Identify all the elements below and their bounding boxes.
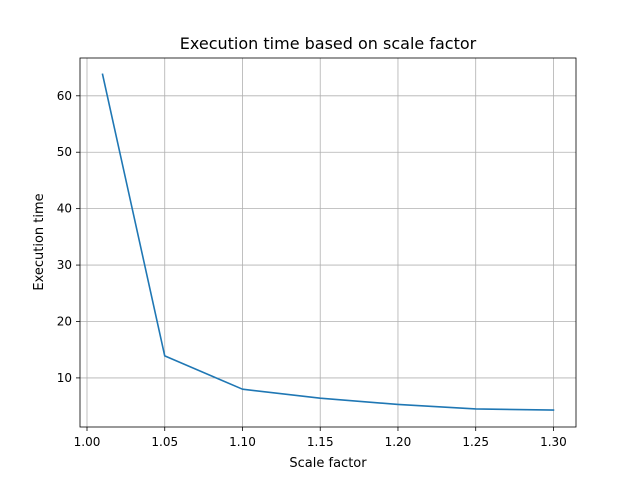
y-tick-label: 60 — [57, 89, 72, 103]
x-tick-label: 1.30 — [540, 435, 567, 449]
grid — [80, 58, 576, 427]
y-tick-label: 10 — [57, 371, 72, 385]
x-tick-label: 1.20 — [385, 435, 412, 449]
series-line — [101, 73, 555, 411]
plot-area — [101, 73, 555, 411]
x-tick-label: 1.25 — [462, 435, 489, 449]
x-tick-label: 1.05 — [151, 435, 178, 449]
chart-title: Execution time based on scale factor — [180, 34, 477, 53]
y-tick-label: 30 — [57, 258, 72, 272]
y-tick-label: 40 — [57, 202, 72, 216]
axes-frame — [79, 57, 577, 428]
y-tick-label: 50 — [57, 145, 72, 159]
y-tick-label: 20 — [57, 314, 72, 328]
x-tick-label: 1.00 — [74, 435, 101, 449]
axis-ticks: 1.00 1.05 1.10 1.15 1.20 1.25 1.30 10 20 30 40 50 60 — [57, 89, 567, 449]
x-tick-label: 1.10 — [229, 435, 256, 449]
x-axis-label: Scale factor — [289, 456, 367, 471]
x-tick-label: 1.15 — [307, 435, 334, 449]
y-axis-label: Execution time — [32, 193, 47, 290]
